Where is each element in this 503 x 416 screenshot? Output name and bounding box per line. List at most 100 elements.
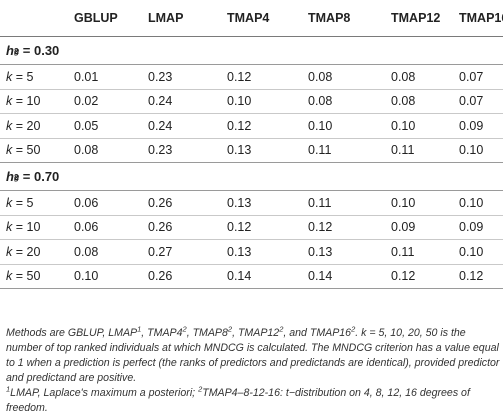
cell-tmap4: 0.12 [227,214,308,240]
cell-gblup: 0.01 [74,64,148,89]
cell-tmap16: 0.10 [459,137,503,163]
row-label: k = 50 [0,137,74,163]
header-tmap4: TMAP4 [227,0,308,37]
cell-lmap: 0.27 [148,239,227,264]
cell-lmap: 0.24 [148,88,227,114]
header-row: GBLUP LMAP TMAP4 TMAP8 TMAP12 TMAP16 [0,0,503,37]
cell-lmap: 0.26 [148,263,227,289]
cell-gblup: 0.06 [74,214,148,240]
cell-tmap16: 0.07 [459,88,503,114]
k-value: = 5 [15,69,34,84]
heritability-symbol: h [6,169,14,184]
cell-gblup: 0.06 [74,190,148,215]
cell-tmap8: 0.08 [308,64,391,89]
header-cell-empty [0,0,74,37]
cell-tmap16: 0.07 [459,64,503,89]
table-row: k = 10 0.02 0.24 0.10 0.08 0.08 0.07 [0,88,503,114]
footnote-abbreviations: 1LMAP, Laplace's maximum a posteriori; 2… [6,384,470,414]
cell-tmap8: 0.11 [308,190,391,215]
cell-tmap12: 0.10 [391,190,459,215]
row-label: k = 50 [0,263,74,289]
cell-lmap: 0.26 [148,190,227,215]
cell-tmap8: 0.12 [308,214,391,240]
row-label: k = 5 [0,190,74,215]
cell-tmap16: 0.10 [459,239,503,264]
k-value: = 10 [15,94,41,109]
table-row: k = 20 0.05 0.24 0.12 0.10 0.10 0.09 [0,113,503,138]
cell-tmap12: 0.11 [391,239,459,264]
cell-tmap12: 0.08 [391,88,459,114]
table-footnotes: Methods are GBLUP, LMAP1, TMAP42, TMAP82… [6,324,500,416]
cell-tmap4: 0.13 [227,190,308,215]
k-symbol: k [6,69,13,84]
row-label: k = 20 [0,113,74,138]
cell-tmap16: 0.09 [459,214,503,240]
cell-tmap4: 0.12 [227,64,308,89]
row-label: k = 10 [0,88,74,114]
table-row: k = 5 0.06 0.26 0.13 0.11 0.10 0.10 [0,190,503,215]
table-row: k = 50 0.10 0.26 0.14 0.14 0.12 0.12 [0,263,503,289]
k-symbol: k [6,195,13,210]
cell-tmap8: 0.13 [308,239,391,264]
k-symbol: k [6,220,13,235]
heritability-symbol: h [6,43,14,58]
k-value: = 20 [15,118,41,133]
cell-lmap: 0.26 [148,214,227,240]
table-row: k = 10 0.06 0.26 0.12 0.12 0.09 0.09 [0,214,503,240]
k-symbol: k [6,244,13,259]
cell-tmap8: 0.08 [308,88,391,114]
cell-tmap4: 0.13 [227,137,308,163]
k-value: = 50 [15,269,41,284]
cell-tmap4: 0.10 [227,88,308,114]
cell-tmap8: 0.10 [308,113,391,138]
cell-lmap: 0.23 [148,64,227,89]
cell-gblup: 0.08 [74,239,148,264]
cell-tmap12: 0.11 [391,137,459,163]
k-symbol: k [6,269,13,284]
k-symbol: k [6,118,13,133]
cell-tmap16: 0.12 [459,263,503,289]
cell-tmap4: 0.13 [227,239,308,264]
cell-tmap4: 0.14 [227,263,308,289]
header-tmap12: TMAP12 [391,0,459,37]
cell-gblup: 0.08 [74,137,148,163]
k-value: = 50 [15,143,41,158]
header-lmap: LMAP [148,0,227,37]
k-value: = 10 [15,220,41,235]
header-tmap16: TMAP16 [459,0,503,37]
cell-lmap: 0.23 [148,137,227,163]
cell-tmap12: 0.09 [391,214,459,240]
cell-tmap16: 0.10 [459,190,503,215]
heritability-value: = 0.30 [22,43,60,58]
cell-lmap: 0.24 [148,113,227,138]
heritability-value: = 0.70 [22,169,60,184]
table-row: k = 50 0.08 0.23 0.13 0.11 0.11 0.10 [0,137,503,163]
header-gblup: GBLUP [74,0,148,37]
cell-gblup: 0.05 [74,113,148,138]
footnote-methods: Methods are GBLUP, LMAP1, TMAP42, TMAP82… [6,324,500,384]
table-row: k = 5 0.01 0.23 0.12 0.08 0.08 0.07 [0,64,503,89]
cell-tmap8: 0.14 [308,263,391,289]
cell-gblup: 0.10 [74,263,148,289]
k-value: = 5 [15,195,34,210]
row-label: k = 10 [0,214,74,240]
cell-gblup: 0.02 [74,88,148,114]
cell-tmap4: 0.12 [227,113,308,138]
cell-tmap16: 0.09 [459,113,503,138]
results-table: GBLUP LMAP TMAP4 TMAP8 TMAP12 TMAP16 h2g… [0,0,503,289]
header-tmap8: TMAP8 [308,0,391,37]
table-row: k = 20 0.08 0.27 0.13 0.13 0.11 0.10 [0,239,503,264]
cell-tmap12: 0.12 [391,263,459,289]
k-symbol: k [6,143,13,158]
cell-tmap12: 0.08 [391,64,459,89]
k-symbol: k [6,94,13,109]
cell-tmap8: 0.11 [308,137,391,163]
cell-tmap12: 0.10 [391,113,459,138]
row-label: k = 5 [0,64,74,89]
row-label: k = 20 [0,239,74,264]
